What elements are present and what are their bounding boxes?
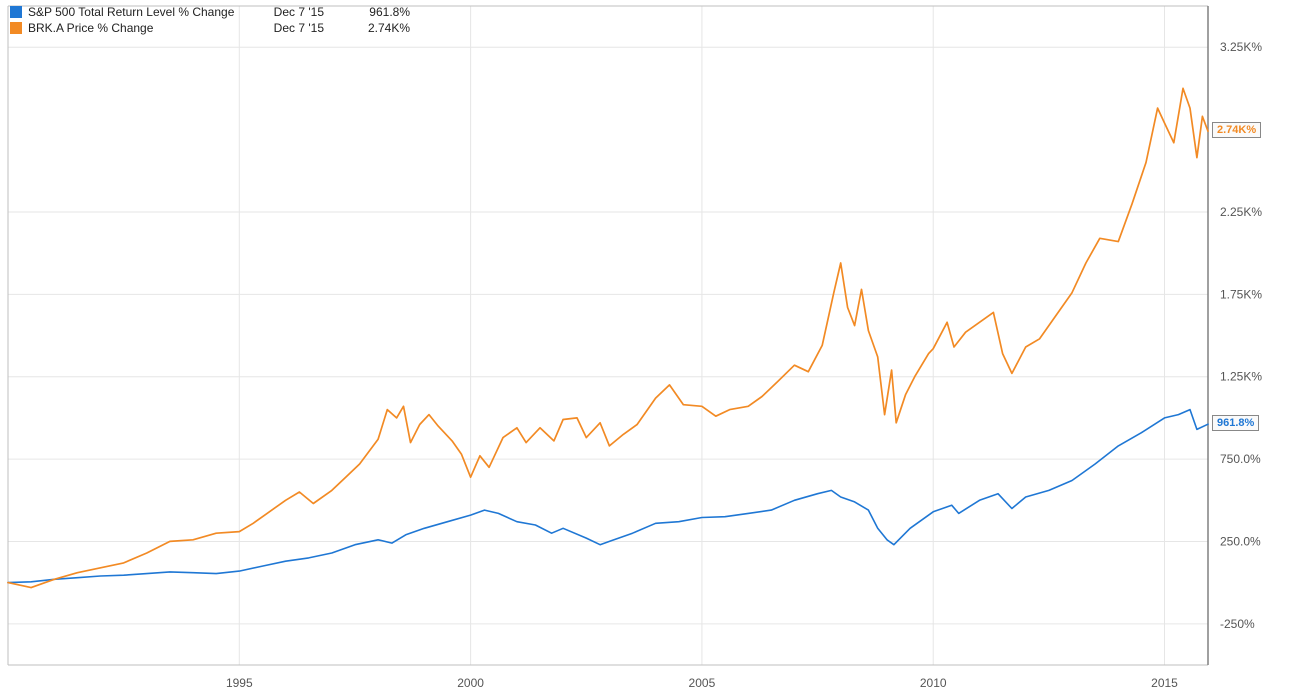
svg-text:3.25K%: 3.25K%: [1220, 40, 1262, 54]
legend-row-brka: BRK.A Price % Change Dec 7 '15 2.74K%: [10, 20, 410, 36]
legend-value-brka: 2.74K%: [330, 21, 410, 35]
swatch-brka: [10, 22, 22, 34]
svg-text:1.75K%: 1.75K%: [1220, 287, 1262, 301]
svg-text:2015: 2015: [1151, 676, 1178, 690]
legend-date-brka: Dec 7 '15: [244, 21, 324, 35]
chart-svg: -250% 250.0% 750.0% 1.25K% 1.75K% 2.25K% 3.25K…: [0, 0, 1295, 700]
svg-text:750.0%: 750.0%: [1220, 452, 1261, 466]
value-tag-sp500: 961.8%: [1212, 415, 1259, 431]
legend-value-sp500: 961.8%: [330, 5, 410, 19]
svg-text:2010: 2010: [920, 676, 947, 690]
svg-text:1995: 1995: [226, 676, 253, 690]
svg-text:2000: 2000: [457, 676, 484, 690]
swatch-sp500: [10, 6, 22, 18]
svg-text:2005: 2005: [689, 676, 716, 690]
legend-row-sp500: S&P 500 Total Return Level % Change Dec …: [10, 4, 410, 20]
legend-name-brka: BRK.A Price % Change: [28, 21, 238, 35]
legend-name-sp500: S&P 500 Total Return Level % Change: [28, 5, 238, 19]
legend: S&P 500 Total Return Level % Change Dec …: [10, 4, 410, 36]
value-tag-brka: 2.74K%: [1212, 122, 1261, 138]
svg-text:250.0%: 250.0%: [1220, 534, 1261, 548]
svg-text:2.25K%: 2.25K%: [1220, 205, 1262, 219]
svg-text:-250%: -250%: [1220, 617, 1255, 631]
legend-date-sp500: Dec 7 '15: [244, 5, 324, 19]
svg-text:1.25K%: 1.25K%: [1220, 370, 1262, 384]
chart-container[interactable]: S&P 500 Total Return Level % Change Dec …: [0, 0, 1295, 700]
